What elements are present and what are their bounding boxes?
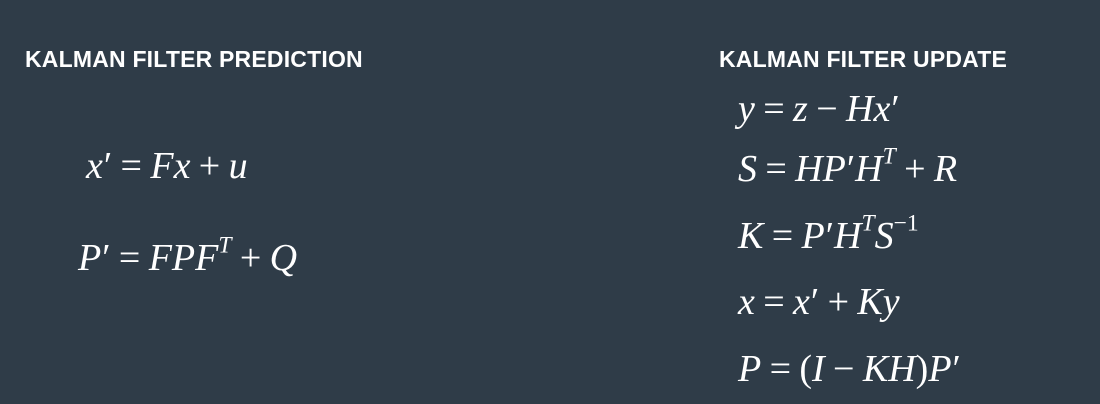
update-residual-equation: y = z − Hx′ (738, 88, 900, 130)
prediction-covariance-equation: P′ = FPFT + Q (78, 232, 298, 279)
update-covariance-equation: P = (I − KH)P′ (738, 348, 961, 390)
prediction-heading: KALMAN FILTER PREDICTION (25, 46, 363, 72)
update-innovation-covariance-equation: S = HP′HT + R (738, 143, 958, 190)
update-heading: KALMAN FILTER UPDATE (719, 46, 1008, 72)
prediction-state-equation: x′ = Fx + u (86, 145, 248, 187)
update-state-equation: x = x′ + Ky (738, 281, 900, 323)
update-kalman-gain-equation: K = P′HTS−1 (738, 210, 919, 257)
